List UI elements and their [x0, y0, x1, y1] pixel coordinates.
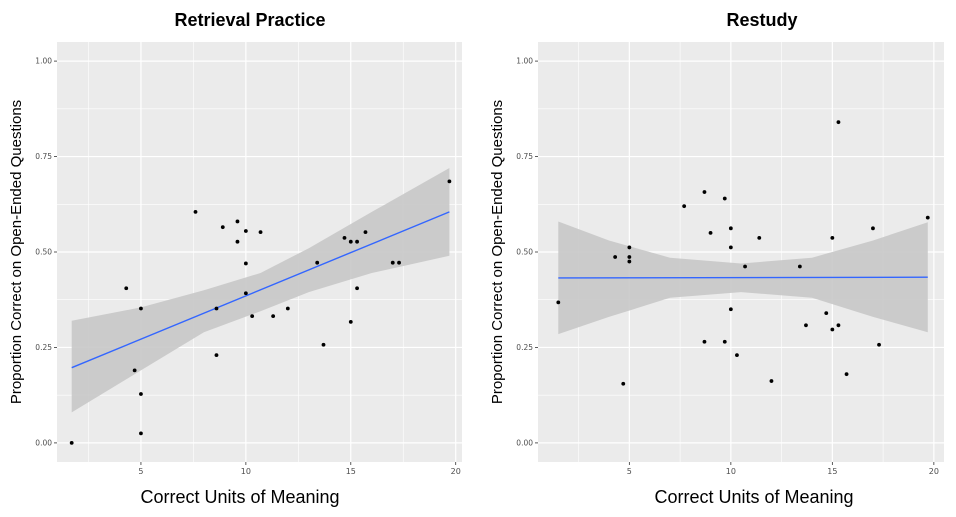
data-point [258, 230, 263, 235]
data-point [728, 226, 733, 231]
data-point [830, 327, 835, 332]
y-axis-label: Proportion Correct on Open-Ended Questio… [8, 100, 25, 404]
restudy-panel: Restudy 0.00 0.25 0.50 0.75 1.00 5 10 15 20 Cor… [489, 10, 944, 507]
data-point [271, 314, 276, 319]
regression-line [71, 211, 450, 369]
x-tick-label: 15 [346, 467, 356, 476]
data-point [836, 120, 841, 125]
data-point [390, 260, 395, 265]
x-tick-label: 10 [241, 467, 251, 476]
y-tick-label: 0.50 [516, 248, 533, 257]
data-point [728, 307, 733, 312]
data-point [321, 342, 326, 347]
data-point [627, 245, 632, 250]
x-tick-label: 20 [929, 467, 939, 476]
data-point [844, 372, 849, 377]
data-point [627, 255, 632, 259]
y-tick-label: 1.00 [35, 57, 52, 66]
x-tick-label: 5 [138, 467, 143, 476]
data-point [139, 431, 143, 436]
data-point [722, 339, 727, 344]
data-point [871, 226, 875, 231]
retrieval-practice-panel: Retrieval Practice 0.000.250.500.751.00 … [8, 10, 462, 507]
x-tick-label: 5 [627, 467, 632, 476]
data-point [722, 196, 727, 201]
data-point [797, 264, 802, 269]
data-point [363, 230, 368, 235]
data-point [285, 306, 290, 311]
data-point [925, 215, 930, 220]
x-axis-ticks: 5 10 15 20 [138, 462, 461, 476]
data-point [214, 306, 219, 311]
data-point [877, 342, 881, 347]
x-axis-label: Correct Units of Meaning [654, 487, 853, 507]
data-points [556, 120, 930, 386]
y-tick-label: 0.00 [516, 439, 533, 448]
data-point [702, 190, 707, 194]
data-point [348, 319, 353, 324]
data-point [735, 353, 739, 357]
data-point [132, 368, 137, 373]
y-tick-label: 1.00 [516, 57, 533, 66]
y-tick-label: 0.50 [35, 248, 52, 257]
y-axis-ticks: 0.00 0.25 0.50 0.75 1.00 [516, 57, 538, 448]
data-point [757, 235, 762, 240]
data-point [708, 231, 713, 235]
x-tick-label: 15 [827, 467, 837, 476]
data-point [355, 239, 359, 244]
y-tick-label: 0.00 [35, 439, 52, 448]
y-tick-label: 0.25 [35, 343, 52, 352]
x-axis-label: Correct Units of Meaning [140, 487, 339, 507]
data-point [235, 219, 240, 224]
data-point [397, 260, 401, 265]
data-point [235, 239, 240, 244]
data-point [193, 210, 198, 214]
data-point [243, 291, 248, 296]
data-point [214, 353, 219, 357]
y-tick-label: 0.25 [516, 343, 533, 352]
data-point [836, 323, 841, 328]
y-axis-ticks: 0.00 0.25 0.50 0.75 1.00 [35, 57, 57, 448]
data-point [627, 259, 632, 264]
y-tick-label: 0.75 [516, 152, 533, 161]
regression-line [558, 276, 928, 279]
data-point [621, 381, 626, 386]
y-axis-label: Proportion Correct on Open-Ended Questio… [489, 100, 506, 404]
data-point [250, 314, 255, 319]
data-point [342, 235, 347, 240]
data-point [743, 264, 747, 269]
data-point [124, 286, 129, 291]
data-point [702, 339, 707, 344]
data-point [139, 306, 143, 311]
data-point [220, 225, 225, 230]
data-point [804, 323, 808, 328]
x-tick-label: 10 [726, 467, 736, 476]
chart-title: Restudy [726, 10, 797, 30]
data-point [315, 260, 320, 265]
data-point [243, 229, 248, 233]
data-point [348, 239, 353, 244]
chart-title: Retrieval Practice [174, 10, 325, 30]
data-point [556, 300, 561, 305]
data-point [824, 311, 829, 315]
data-point [139, 392, 143, 396]
data-point [830, 235, 835, 240]
data-points [69, 179, 452, 445]
data-point [447, 179, 452, 184]
data-point [355, 286, 359, 291]
y-tick-label: 0.75 [35, 152, 52, 161]
data-point [769, 379, 774, 383]
x-axis-ticks: 5 10 15 20 [627, 462, 939, 476]
data-point [682, 204, 687, 209]
data-point [243, 261, 248, 266]
x-tick-label: 20 [451, 467, 461, 476]
data-point [613, 255, 618, 259]
data-point [69, 441, 74, 445]
data-point [728, 245, 733, 250]
